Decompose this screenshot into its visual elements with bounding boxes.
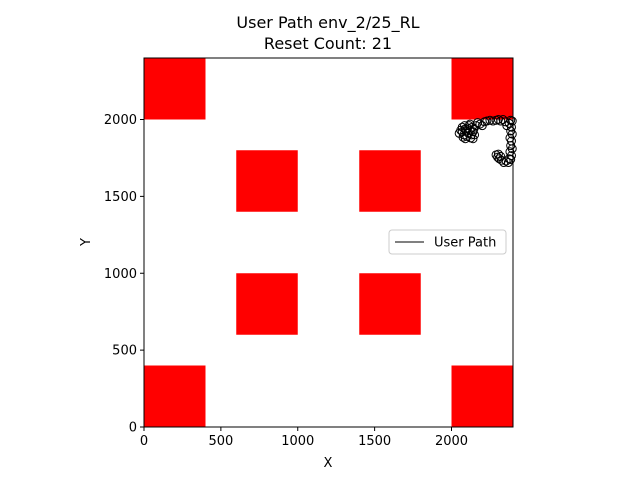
path-point-57 [491,150,501,160]
x-tick-label-1500: 1500 [358,434,391,449]
x-axis: 0 500 1000 1500 2000 [140,427,468,449]
x-tick-label-2000: 2000 [435,434,468,449]
path-point-34 [496,116,506,126]
y-tick-label-1500: 1500 [104,190,137,205]
x-axis-label: X [324,456,333,471]
x-tick-label-0: 0 [140,434,148,449]
path-point-60 [503,158,513,168]
y-axis-label: Y [79,238,94,247]
path-point-25 [473,118,483,128]
y-tick-label-500: 500 [112,344,137,359]
obstacle-2 [451,58,513,120]
obstacle-7 [144,365,206,427]
path-point-39 [506,115,516,125]
path-point-41 [506,122,516,132]
y-tick-label-2000: 2000 [104,113,137,128]
legend-label-user-path: User Path [434,236,496,251]
chart-subtitle: Reset Count: 21 [264,34,392,53]
path-point-22 [470,130,480,140]
path-point-40 [507,116,517,126]
path-point-59 [506,154,516,164]
user-path-series [454,115,517,168]
y-axis: 0 500 1000 1500 2000 [104,113,144,436]
obstacle-1 [144,58,206,120]
obstacle-5 [236,273,298,335]
y-tick-label-1000: 1000 [104,267,137,282]
legend: User Path [388,229,507,255]
obstacle-4 [359,150,421,212]
path-point-58 [493,152,503,162]
obstacle-6 [359,273,421,335]
path-point-47 [507,144,517,154]
y-tick-label-0: 0 [129,421,137,436]
obstacle-8 [451,365,513,427]
path-point-21 [458,132,468,142]
obstacles-layer [144,58,513,427]
x-tick-label-1000: 1000 [281,434,314,449]
x-tick-label-500: 500 [208,434,233,449]
path-point-36 [500,117,510,127]
legend-box [388,229,507,255]
plot-frame [143,57,514,428]
chart-title: User Path env_2/25_RL [236,13,419,33]
path-point-20 [460,134,470,144]
obstacle-3 [236,150,298,212]
